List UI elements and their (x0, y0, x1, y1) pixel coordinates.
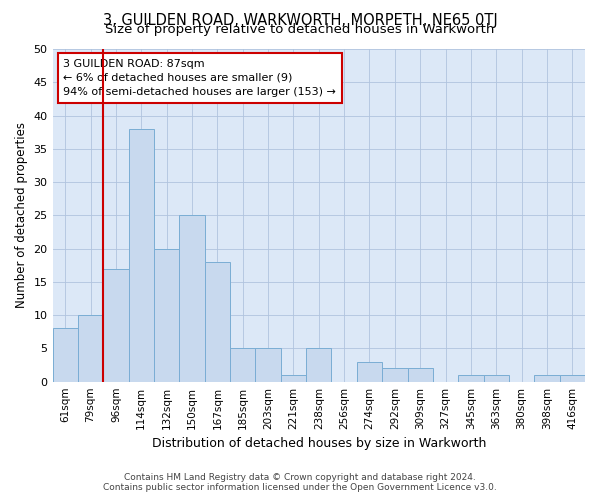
Bar (230, 348, 256, 382)
Bar (128, 129, 154, 382)
X-axis label: Distribution of detached houses by size in Warkworth: Distribution of detached houses by size … (152, 437, 486, 450)
Bar (306, 348, 331, 382)
Bar (560, 375, 585, 382)
Bar (179, 216, 205, 382)
Bar (281, 375, 306, 382)
Bar (484, 375, 509, 382)
Bar (205, 262, 230, 382)
Bar (78, 315, 103, 382)
Text: 3, GUILDEN ROAD, WARKWORTH, MORPETH, NE65 0TJ: 3, GUILDEN ROAD, WARKWORTH, MORPETH, NE6… (103, 12, 497, 28)
Bar (458, 375, 484, 382)
Bar (103, 268, 128, 382)
Bar (357, 362, 382, 382)
Text: 3 GUILDEN ROAD: 87sqm
← 6% of detached houses are smaller (9)
94% of semi-detach: 3 GUILDEN ROAD: 87sqm ← 6% of detached h… (63, 59, 336, 97)
Text: Size of property relative to detached houses in Warkworth: Size of property relative to detached ho… (106, 22, 494, 36)
Y-axis label: Number of detached properties: Number of detached properties (15, 122, 28, 308)
Bar (382, 368, 407, 382)
Bar (534, 375, 560, 382)
Text: Contains HM Land Registry data © Crown copyright and database right 2024.
Contai: Contains HM Land Registry data © Crown c… (103, 473, 497, 492)
Bar (256, 348, 281, 382)
Bar (407, 368, 433, 382)
Bar (53, 328, 78, 382)
Bar (154, 248, 179, 382)
